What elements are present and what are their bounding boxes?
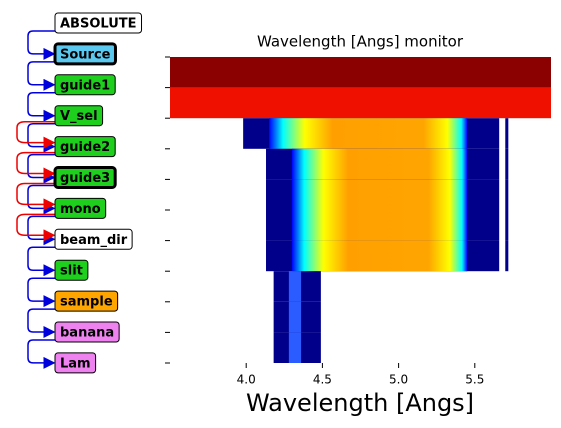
flow-arrow [27,61,56,91]
chart-title: Wavelength [Angs] monitor [257,33,464,51]
node-label: ABSOLUTE [60,17,137,32]
node-box [54,136,116,158]
node-label: guide1 [60,78,110,93]
node-box [53,166,117,189]
node-box [54,228,133,250]
x-tick-label: 5.0 [389,373,408,387]
flow-arrow [27,246,56,277]
component-node: banana [54,321,120,343]
node-box [54,12,143,34]
component-node: ABSOLUTE [54,12,143,34]
component-node: guide1 [54,74,116,96]
node-box [54,74,116,96]
instrument-diagram: ABSOLUTE Source guide1 V_sel guide2 guide3 mon… [16,12,143,374]
flow-arrow [27,153,56,184]
node-label: beam_dir [60,233,128,248]
intensity-segment [170,87,551,119]
component-node: Source [53,42,117,66]
component-node: slit [54,259,89,281]
intensity-segment [505,240,509,272]
flow-arrow [27,339,56,369]
intensity-segment [505,179,509,210]
flow-arrow [27,122,56,153]
intensity-segment [505,118,509,149]
component-node: guide3 [53,166,117,189]
node-label: slit [60,264,83,279]
x-axis-label: Wavelength [Angs] [246,389,474,417]
component-node: sample [54,290,119,312]
extra-arrow [16,182,56,211]
flow-arrow [27,308,56,338]
node-label: guide2 [60,140,110,155]
extra-arrow [16,213,56,242]
node-label: mono [60,202,101,217]
node-label: V_sel [60,109,98,124]
intensity-segment [291,240,468,272]
node-label: Lam [60,356,91,371]
intensity-segment [288,301,302,333]
flow-arrow [27,215,56,246]
intensity-segment [269,118,468,149]
extra-arrow [16,151,56,180]
intensity-segment [291,148,468,180]
x-tick-label: 5.5 [465,373,484,387]
node-box [54,259,89,281]
intensity-segment [170,57,551,88]
component-node: guide2 [54,136,116,158]
node-label: Source [60,47,111,62]
node-label: guide3 [60,171,110,186]
component-node: V_sel [54,105,104,127]
intensity-segment [288,332,302,363]
extra-arrow [16,120,56,149]
x-tick-label: 4.5 [313,373,332,387]
node-box [54,321,120,343]
node-box [54,290,119,312]
component-node: beam_dir [54,228,133,250]
intensity-segment [291,210,468,241]
intensity-segment [288,271,302,302]
intensity-segment [505,210,509,241]
component-node: mono [54,197,107,219]
flow-arrow [27,30,56,60]
node-label: banana [60,326,114,341]
intensity-segment [505,148,509,180]
node-label: sample [60,295,113,310]
node-box [54,105,104,127]
x-tick-label: 4.0 [237,373,256,387]
chart: Wavelength [Angs] monitor Wavelength [An… [165,33,551,417]
flow-arrow [27,92,56,122]
node-box [54,352,97,374]
component-node: Lam [54,352,97,374]
flow-arrow [27,277,56,308]
flow-arrow [27,184,56,215]
node-box [54,197,107,219]
node-box [53,42,117,66]
intensity-segment [291,179,468,210]
